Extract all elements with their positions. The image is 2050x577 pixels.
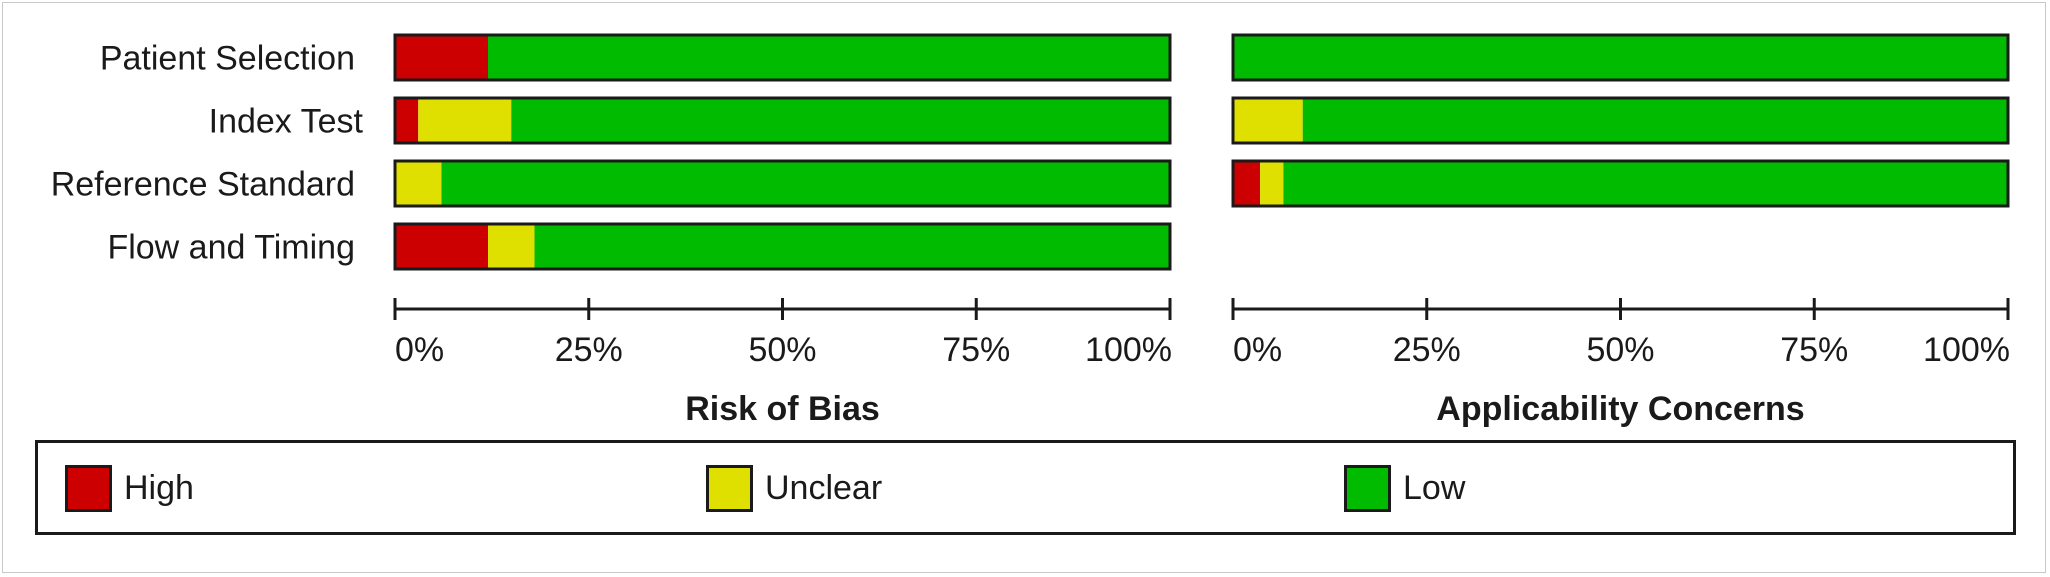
legend-label-unclear: Unclear	[765, 468, 883, 507]
legend-item-low: Low	[1344, 463, 1465, 513]
bar-low-0	[488, 35, 1170, 80]
category-label: Reference Standard	[51, 166, 355, 204]
bar-outline-0	[1231, 33, 2010, 82]
x-tick-label: 50%	[1586, 331, 1654, 369]
bar-low-3	[534, 224, 1170, 269]
bar-unclear-2	[1260, 161, 1284, 206]
bar-outline-1	[393, 96, 1172, 145]
legend-label-low: Low	[1403, 468, 1466, 507]
category-label: Index Test	[209, 103, 364, 141]
x-tick-label: 0%	[395, 331, 444, 369]
bar-unclear-2	[395, 161, 442, 206]
bar-high-0	[395, 35, 488, 80]
bar-high-1	[395, 98, 419, 143]
x-tick-label: 25%	[555, 331, 623, 369]
bar-outline-1	[1231, 96, 2010, 145]
bar-high-2	[1233, 161, 1261, 206]
x-tick-label: 50%	[748, 331, 816, 369]
x-tick-label: 25%	[1393, 331, 1461, 369]
legend: High Unclear Low	[35, 440, 2016, 535]
bar-low-1	[1302, 98, 2008, 143]
legend-swatch-unclear	[706, 464, 753, 512]
legend-label-high: High	[124, 468, 194, 507]
legend-swatch-low	[1344, 464, 1391, 512]
bar-low-2	[441, 161, 1170, 206]
bar-high-3	[395, 224, 488, 269]
bar-low-1	[511, 98, 1170, 143]
bar-low-2	[1283, 161, 2008, 206]
legend-item-high: High	[65, 463, 194, 513]
x-tick-label: 75%	[1780, 331, 1848, 369]
category-label: Patient Selection	[100, 40, 355, 78]
x-tick-label: 75%	[942, 331, 1010, 369]
x-tick-label: 0%	[1233, 331, 1282, 369]
bar-outline-0	[393, 33, 1172, 82]
bar-unclear-1	[418, 98, 512, 143]
bar-outline-2	[393, 159, 1172, 208]
bar-unclear-1	[1233, 98, 1303, 143]
panel-title: Risk of Bias	[685, 390, 880, 428]
category-label: Flow and Timing	[107, 229, 355, 267]
legend-item-unclear: Unclear	[706, 463, 882, 513]
bar-outline-3	[393, 222, 1172, 271]
bar-outline-2	[1231, 159, 2010, 208]
x-tick-label: 100%	[1923, 331, 2010, 369]
panel-title: Applicability Concerns	[1436, 390, 1804, 428]
bar-unclear-3	[488, 224, 535, 269]
bar-low-0	[1233, 35, 2008, 80]
legend-swatch-high	[65, 464, 112, 512]
x-tick-label: 100%	[1085, 331, 1172, 369]
